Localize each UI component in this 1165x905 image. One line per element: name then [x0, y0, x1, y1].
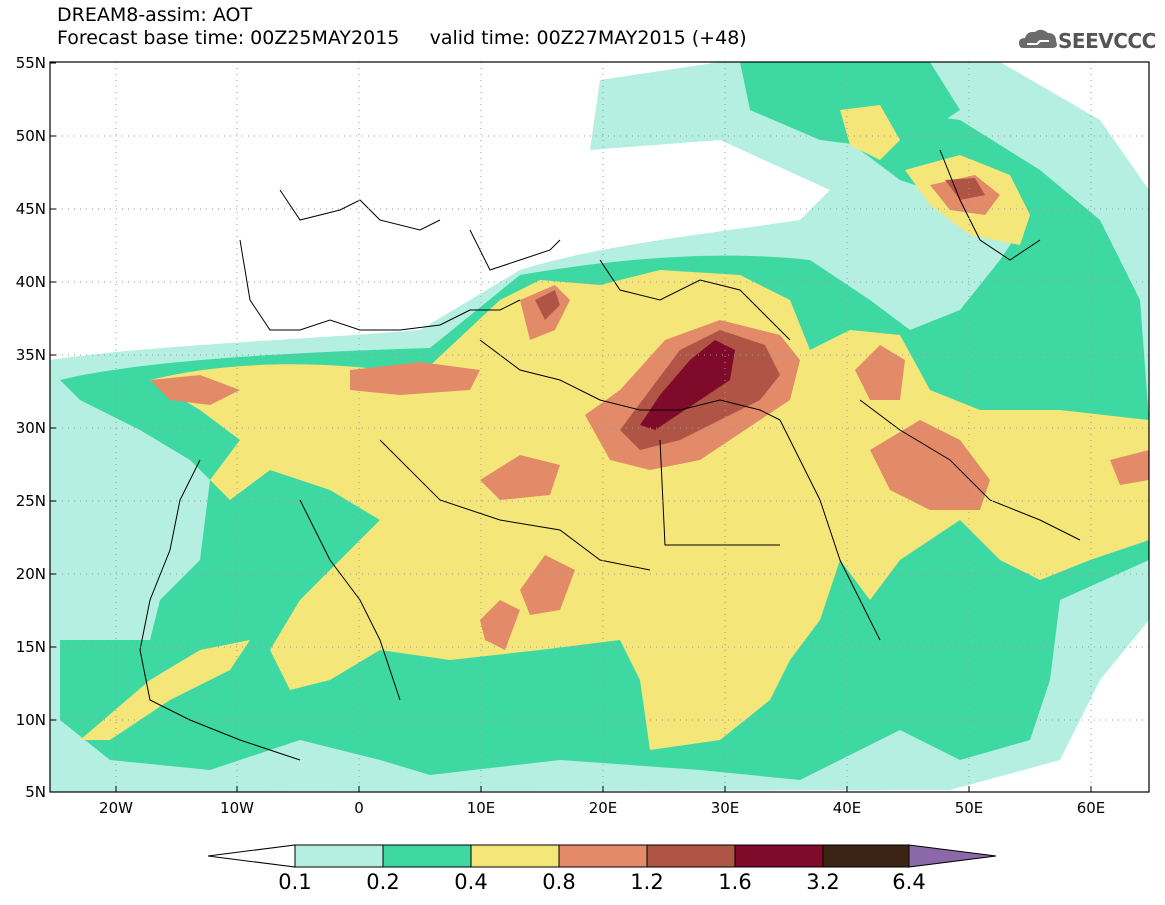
contour-1-6	[640, 340, 735, 430]
colorbar-high-arrow	[908, 844, 997, 868]
colorbar-swatch	[470, 844, 560, 868]
colorbar-swatch	[822, 844, 910, 868]
latitude-labels: 5N 10N 15N 20N 25N 30N 35N 40N 45N 50N 5…	[16, 54, 46, 801]
lon-label: 40E	[833, 799, 862, 817]
colorbar-label: 3.2	[806, 870, 840, 894]
lat-label: 20N	[16, 565, 46, 583]
contour-0-8-iraq	[855, 345, 905, 400]
lat-label: 5N	[25, 783, 46, 801]
coastlines	[139, 149, 1081, 761]
colorbar-label: 0.1	[278, 870, 312, 894]
lat-label: 30N	[16, 419, 46, 437]
lat-label: 25N	[16, 492, 46, 510]
contour-0-8-chad	[520, 555, 575, 615]
colorbar-swatch	[382, 844, 472, 868]
contour-0-8-iran	[1110, 450, 1149, 485]
lon-label: 10W	[220, 799, 254, 817]
colorbar-label: 1.6	[718, 870, 752, 894]
lon-label: 20W	[99, 799, 133, 817]
axis-ticks	[50, 62, 1092, 792]
aot-contours	[50, 62, 1149, 792]
contour-0-2-east	[740, 62, 960, 150]
map-frame	[49, 61, 1150, 793]
lat-label: 15N	[16, 638, 46, 656]
lat-label: 10N	[16, 711, 46, 729]
lon-label: 20E	[589, 799, 618, 817]
contour-1-2-caspian	[945, 178, 985, 200]
contour-0-8-niger	[480, 600, 520, 650]
lon-label: 10E	[467, 799, 496, 817]
colorbar-low-arrow	[207, 844, 296, 868]
colorbar-swatch	[558, 844, 648, 868]
contour-0-4-wafrica	[80, 640, 250, 740]
colorbar-label: 1.2	[630, 870, 664, 894]
lat-label: 55N	[16, 54, 46, 72]
lon-label: 50E	[955, 799, 984, 817]
longitude-labels: 20W 10W 0 10E 20E 30E 40E 50E 60E	[99, 799, 1105, 817]
colorbar-label: 0.2	[366, 870, 400, 894]
lat-label: 40N	[16, 273, 46, 291]
logo-text: SEEVCCC	[1058, 29, 1156, 53]
lon-label: 0	[354, 799, 364, 817]
colorbar-swatch	[294, 844, 384, 868]
contour-0-4-north	[840, 105, 900, 160]
colorbar-label: 0.4	[454, 870, 488, 894]
map-title: DREAM8-assim: AOT	[57, 4, 253, 26]
contour-0-8-algeria	[350, 362, 480, 395]
colorbar	[207, 844, 997, 868]
colorbar-label: 0.8	[542, 870, 576, 894]
lon-label: 30E	[711, 799, 740, 817]
lat-label: 50N	[16, 127, 46, 145]
contour-1-2-tunisia	[535, 290, 560, 320]
contour-0-8-arabia	[870, 420, 990, 510]
contour-0-8-mor	[150, 375, 240, 405]
contour-0-8-libya	[480, 455, 560, 500]
colorbar-swatch	[646, 844, 736, 868]
lat-label: 45N	[16, 200, 46, 218]
lat-label: 35N	[16, 346, 46, 364]
cloud-logo-icon	[1019, 29, 1057, 48]
forecast-time-line: Forecast base time: 00Z25MAY2015 valid t…	[57, 27, 747, 49]
colorbar-label: 6.4	[892, 870, 926, 894]
colorbar-swatch	[734, 844, 824, 868]
lon-label: 60E	[1077, 799, 1106, 817]
